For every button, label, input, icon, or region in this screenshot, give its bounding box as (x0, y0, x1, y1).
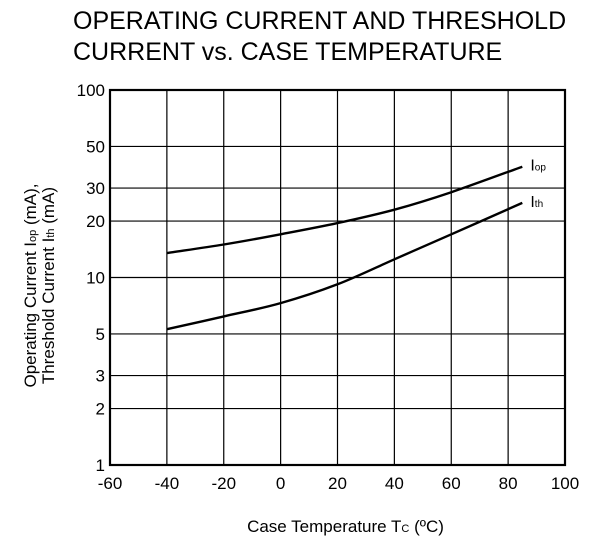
y-tick-label: 1 (96, 456, 105, 475)
y-axis-label-line-2: Threshold Current Ith (mA) (39, 187, 58, 384)
y-tick-label: 2 (96, 400, 105, 419)
y-tick-label: 30 (86, 179, 105, 198)
series-layer: Iop Ith (166, 158, 546, 331)
x-axis-label: Case Temperature TC (ºC) (247, 517, 444, 536)
plot-frame-layer (108, 88, 567, 467)
plot-frame (108, 88, 567, 467)
chart-title-line-2: CURRENT vs. CASE TEMPERATURE (73, 38, 502, 66)
axis-label-layer: Case Temperature TC (ºC) Operating Curren… (21, 183, 444, 536)
series-label-th: Ith (530, 194, 543, 211)
x-tick-label: 0 (276, 474, 285, 493)
y-axis-label-line-1: Operating Current Iop (mA), (21, 183, 40, 387)
y-tick-label: 5 (96, 325, 105, 344)
y-tick-label: 100 (77, 81, 105, 100)
series-line-th (166, 201, 523, 331)
x-tick-label: -40 (155, 474, 180, 493)
y-tick-label: 50 (86, 137, 105, 156)
y-tick-label: 3 (96, 367, 105, 386)
series-line-op (166, 165, 523, 255)
tick-label-layer: -60 -40 -20 0 20 40 60 80 100 1 2 3 5 10 20 30 50 100 (77, 81, 580, 493)
x-tick-label: 80 (499, 474, 518, 493)
x-tick-label: -60 (98, 474, 123, 493)
chart-title: OPERATING CURRENT AND THRESHOLD CURRENT … (73, 7, 566, 66)
x-tick-label: 20 (328, 474, 347, 493)
y-tick-label: 10 (86, 269, 105, 288)
grid-layer (110, 90, 565, 465)
chart-title-line-1: OPERATING CURRENT AND THRESHOLD (73, 7, 566, 35)
x-tick-label: 100 (551, 474, 579, 493)
x-tick-label: -20 (211, 474, 236, 493)
series-label-op: Iop (530, 158, 546, 175)
y-tick-label: 20 (86, 212, 105, 231)
x-tick-label: 40 (385, 474, 404, 493)
x-tick-label: 60 (442, 474, 461, 493)
